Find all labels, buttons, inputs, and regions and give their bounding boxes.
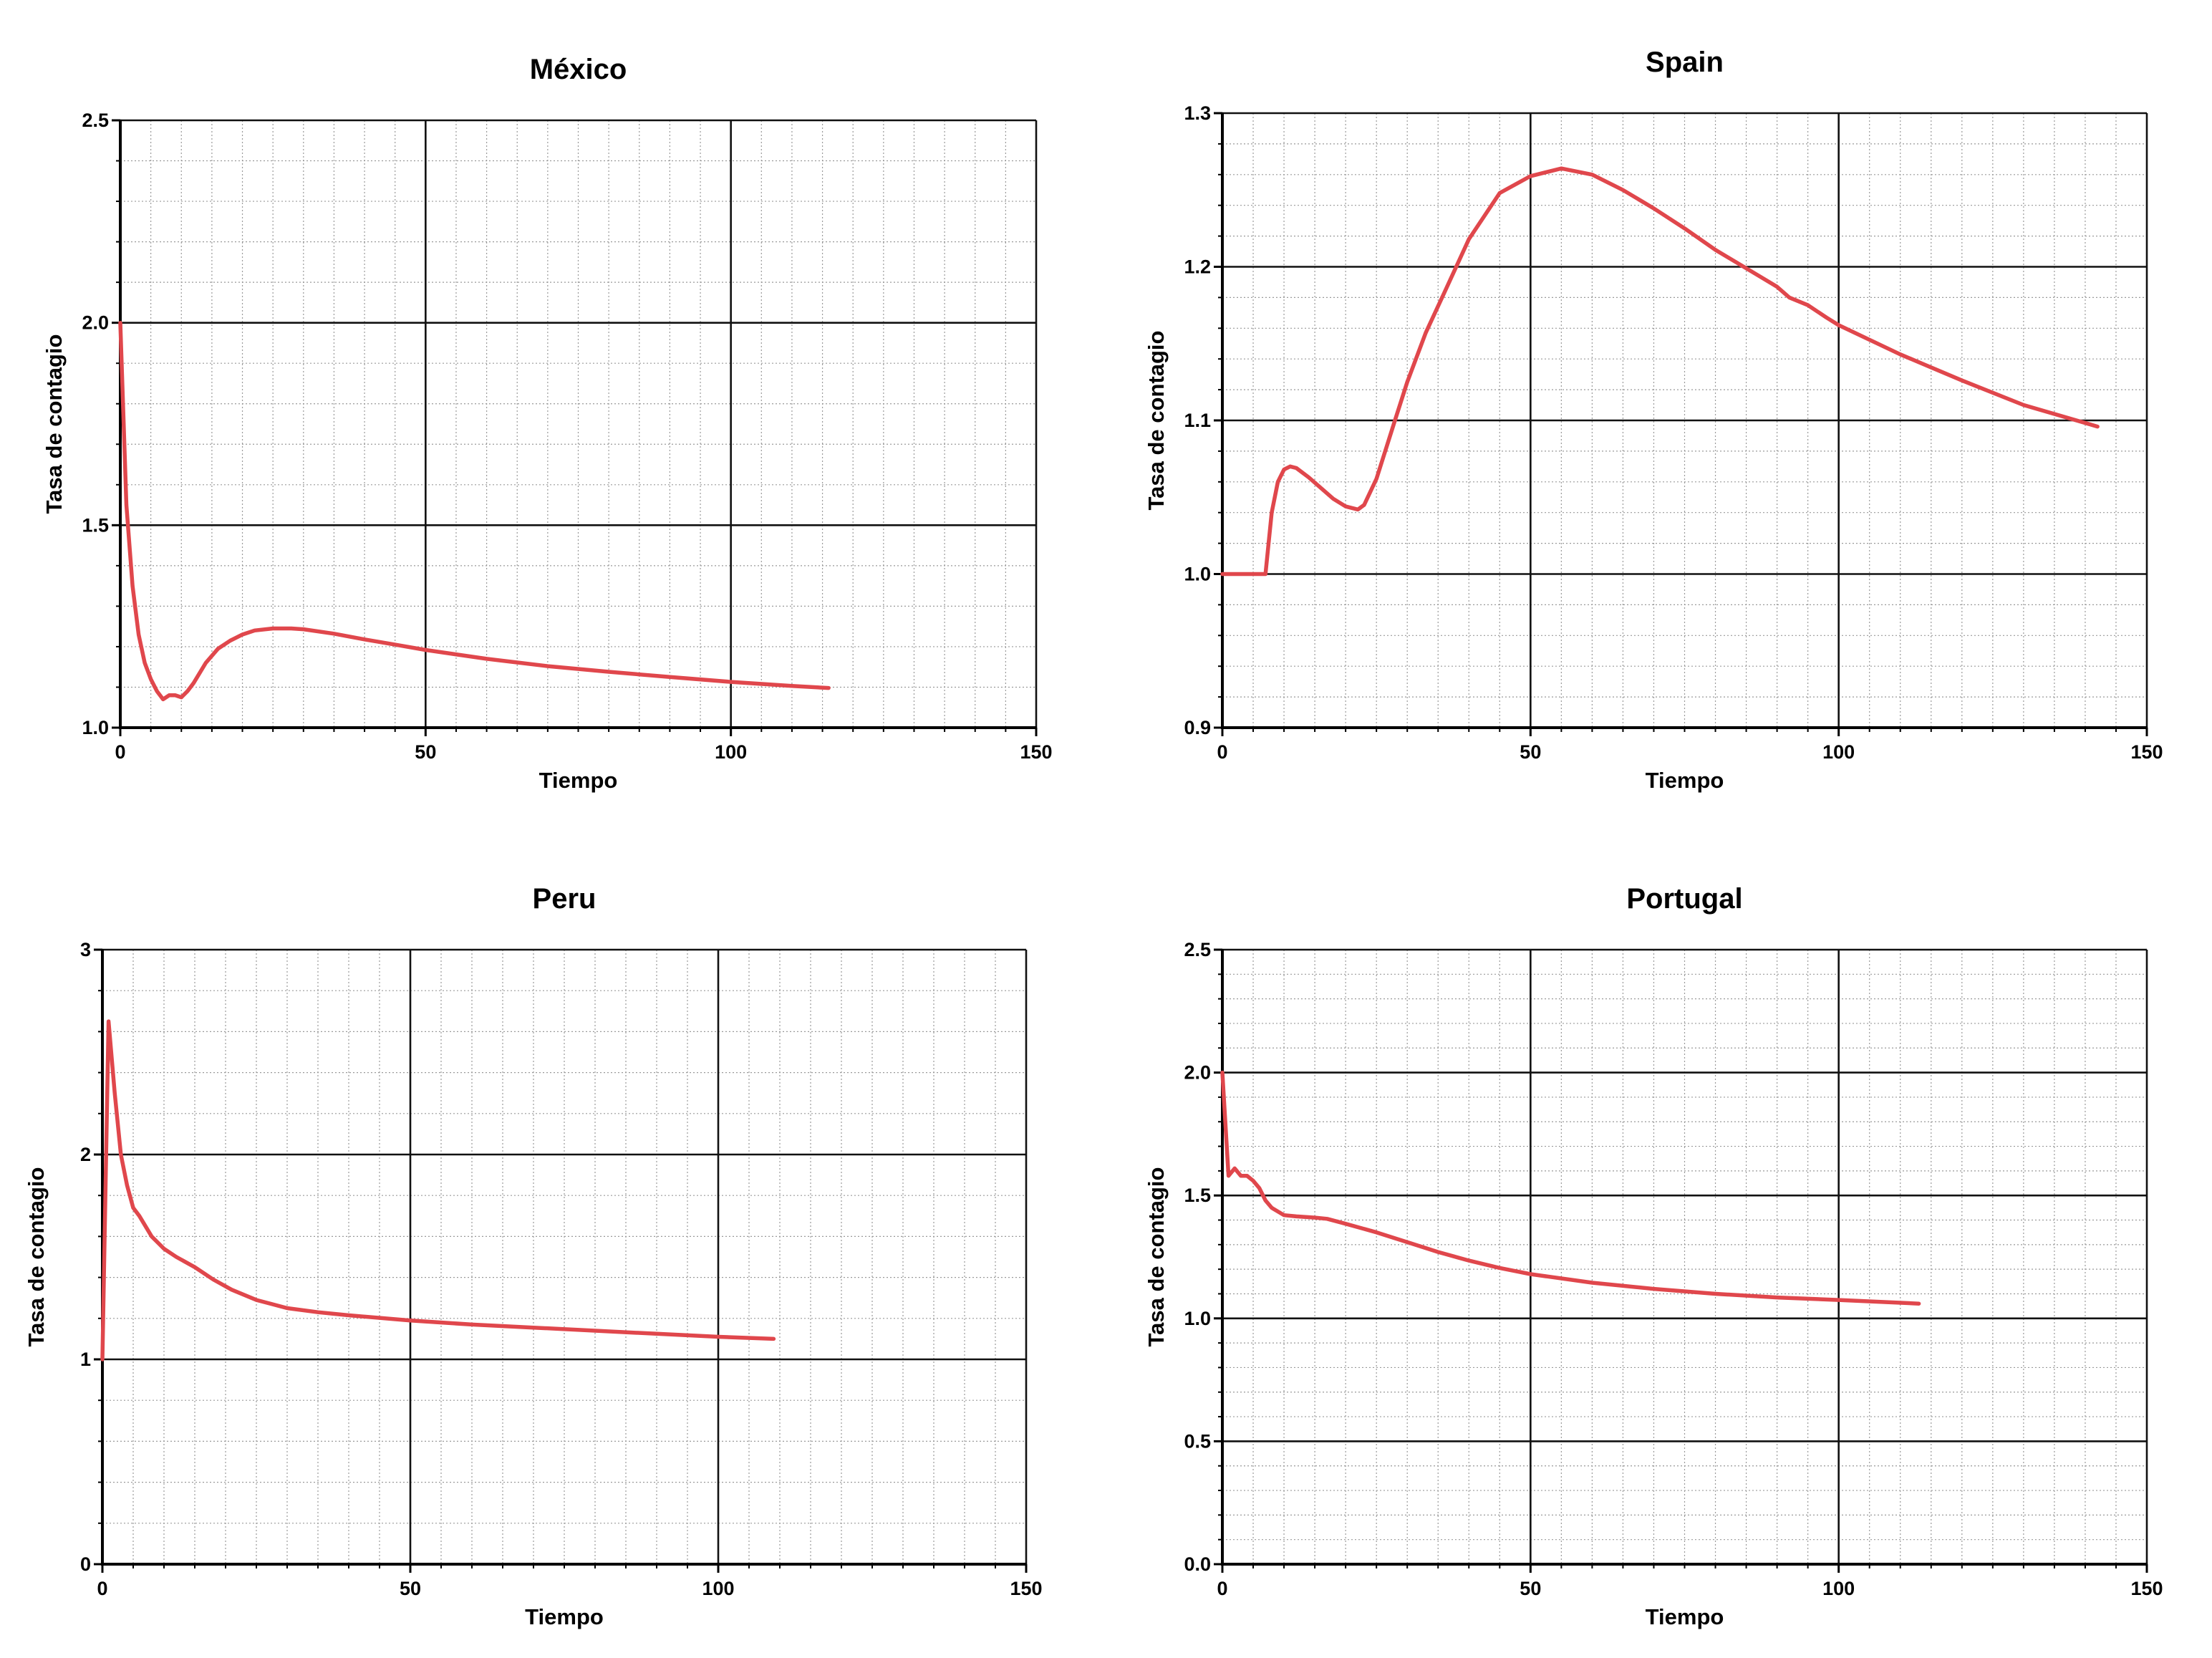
chart-title: Spain <box>1646 47 1724 78</box>
y-tick-label: 1.0 <box>82 717 109 738</box>
series-line <box>100 1019 776 1361</box>
y-tick-label: 0 <box>80 1553 91 1575</box>
chart-panel: 0 50 100 150 0.0 0.5 1.0 1.5 2.0 2.5 Portugal Tiemp… <box>1144 883 2163 1629</box>
y-axis-label: Tasa de contagio <box>1144 1167 1169 1347</box>
y-axis-label: Tasa de contagio <box>1144 331 1169 511</box>
y-tick-label: 2.0 <box>1184 1062 1211 1084</box>
x-tick-label: 50 <box>1520 1578 1541 1599</box>
x-tick-label: 0 <box>1217 1578 1227 1599</box>
y-tick-label: 1.3 <box>1184 102 1211 124</box>
chart-panel: 0 50 100 150 1.0 1.5 2.0 2.5 México Tiempo Tasa de… <box>42 54 1053 793</box>
x-tick-label: 100 <box>1822 1578 1855 1599</box>
y-tick-label: 1.0 <box>1184 564 1211 585</box>
y-tick-label: 0.9 <box>1184 717 1211 738</box>
series-line <box>118 320 831 702</box>
series-line <box>1220 166 2100 577</box>
y-tick-label: 2.5 <box>82 110 109 131</box>
x-tick-label: 100 <box>1822 741 1855 763</box>
x-tick-label: 50 <box>400 1578 421 1599</box>
x-tick-label: 50 <box>1520 741 1541 763</box>
y-axis-label: Tasa de contagio <box>42 334 67 514</box>
y-axis-label: Tasa de contagio <box>24 1167 49 1347</box>
y-tick-label: 1 <box>80 1349 91 1370</box>
x-tick-label: 150 <box>1020 741 1052 763</box>
chart-title: Peru <box>533 883 597 915</box>
x-tick-label: 0 <box>1217 741 1227 763</box>
major-grid <box>1222 948 2148 1564</box>
y-tick-label: 2.0 <box>82 312 109 334</box>
y-tick-label: 3 <box>80 939 91 960</box>
x-axis-label: Tiempo <box>1646 1604 1724 1629</box>
x-tick-label: 0 <box>115 741 125 763</box>
x-axis-label: Tiempo <box>525 1604 604 1629</box>
series-line <box>1220 1070 1921 1306</box>
chart-panel: 0 50 100 150 0.9 1.0 1.1 1.2 1.3 Spain Tiempo Tasa … <box>1144 47 2163 793</box>
x-tick-label: 150 <box>2130 1578 2163 1599</box>
y-tick-label: 1.5 <box>82 514 109 536</box>
y-tick-label: 0.5 <box>1184 1430 1211 1452</box>
x-axis-label: Tiempo <box>539 768 618 793</box>
x-axis-label: Tiempo <box>1646 768 1724 793</box>
y-tick-label: 2 <box>80 1144 91 1165</box>
chart-title: Portugal <box>1626 883 1742 915</box>
major-grid <box>120 119 1038 728</box>
y-tick-label: 1.1 <box>1184 410 1211 431</box>
major-grid <box>1222 112 2148 728</box>
chart-panel: 0 50 100 150 0 1 2 3 Peru Tiempo Tasa de contagio <box>24 883 1043 1629</box>
x-tick-label: 100 <box>715 741 747 763</box>
y-tick-label: 0.0 <box>1184 1553 1211 1575</box>
x-tick-label: 150 <box>1010 1578 1042 1599</box>
x-tick-label: 0 <box>97 1578 107 1599</box>
y-tick-label: 1.0 <box>1184 1308 1211 1329</box>
x-tick-label: 50 <box>415 741 436 763</box>
x-tick-label: 100 <box>702 1578 734 1599</box>
y-tick-label: 2.5 <box>1184 939 1211 960</box>
major-grid <box>102 948 1028 1564</box>
chart-title: México <box>530 54 627 85</box>
x-tick-label: 150 <box>2130 741 2163 763</box>
y-tick-label: 1.5 <box>1184 1185 1211 1206</box>
y-tick-label: 1.2 <box>1184 256 1211 278</box>
